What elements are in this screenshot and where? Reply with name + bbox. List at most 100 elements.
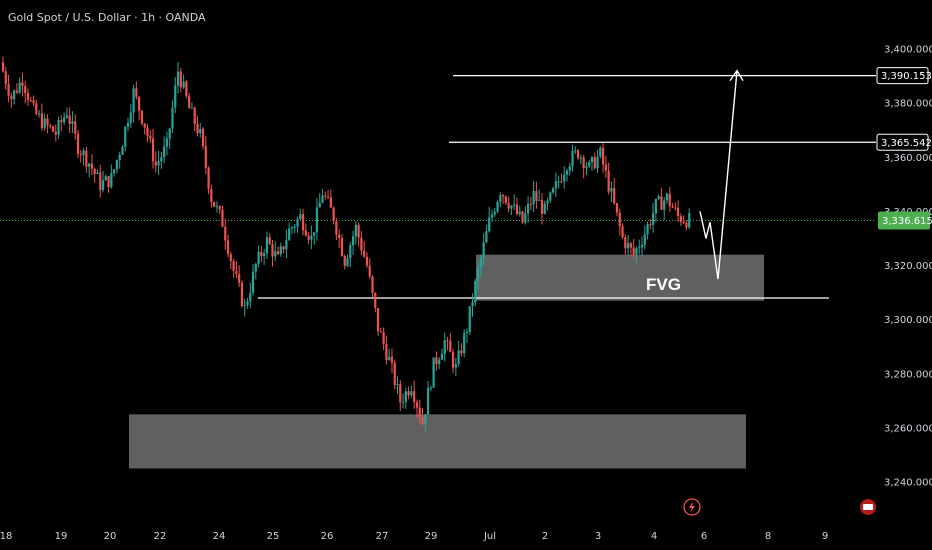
candle-body bbox=[582, 157, 585, 169]
candle-body bbox=[338, 234, 341, 238]
candle-body bbox=[296, 219, 299, 227]
y-axis-tick-label: 3,360.000 bbox=[884, 153, 932, 164]
candle-body bbox=[538, 199, 541, 201]
candle-body bbox=[51, 126, 55, 132]
candle-body bbox=[446, 340, 449, 342]
candle-body bbox=[576, 150, 580, 158]
candle-body bbox=[535, 191, 538, 201]
candle-body bbox=[540, 199, 544, 214]
candle-body bbox=[107, 176, 110, 188]
candle-body bbox=[426, 388, 430, 415]
candle-body bbox=[104, 176, 107, 181]
candle-body bbox=[224, 226, 227, 241]
candle-body bbox=[415, 402, 419, 408]
candle-body bbox=[482, 242, 485, 258]
candle-body bbox=[157, 161, 160, 166]
candle-body bbox=[579, 157, 582, 159]
candle-body bbox=[532, 191, 535, 205]
candle-body bbox=[546, 200, 549, 204]
x-axis-tick-label: 26 bbox=[321, 531, 334, 542]
candle-body bbox=[146, 127, 149, 136]
candle-body bbox=[499, 195, 502, 203]
candle-body bbox=[568, 166, 571, 171]
candle-body bbox=[585, 166, 588, 169]
candle-body bbox=[563, 174, 566, 182]
candle-body bbox=[257, 251, 260, 265]
candle-body bbox=[149, 135, 152, 139]
candle-body bbox=[54, 131, 57, 135]
candle-body bbox=[215, 206, 219, 208]
x-axis-tick-label: 20 bbox=[104, 531, 117, 542]
candle-body bbox=[115, 160, 119, 170]
level-price-badge bbox=[876, 67, 929, 85]
candle-body bbox=[279, 246, 282, 255]
candle-body bbox=[432, 357, 435, 388]
fvg-zone[interactable] bbox=[476, 254, 764, 301]
projection-path[interactable] bbox=[699, 70, 738, 280]
level-price-text: 3,390.153 bbox=[881, 71, 932, 82]
x-axis-tick-label: 27 bbox=[376, 531, 389, 542]
candle-body bbox=[260, 251, 263, 256]
candle-body bbox=[501, 195, 505, 197]
candle-body bbox=[124, 126, 127, 147]
candle-body bbox=[554, 181, 557, 189]
candle-body bbox=[590, 157, 594, 163]
lightning-icon[interactable] bbox=[683, 498, 701, 516]
candle-body bbox=[46, 118, 49, 126]
candle-body bbox=[560, 181, 563, 183]
candle-body bbox=[601, 147, 605, 165]
candle-body bbox=[635, 248, 638, 255]
candle-body bbox=[440, 353, 444, 360]
x-axis-tick-label: 9 bbox=[822, 531, 828, 542]
candle-body bbox=[396, 384, 399, 386]
candle-body bbox=[304, 230, 307, 236]
candle-body bbox=[593, 157, 596, 169]
candle-body bbox=[63, 117, 66, 123]
candle-body bbox=[354, 224, 357, 237]
candle-body bbox=[443, 340, 446, 354]
candle-body bbox=[474, 280, 477, 303]
y-axis-tick-label: 3,280.000 bbox=[884, 369, 932, 380]
current-price-text: 3,336.615 bbox=[882, 216, 932, 227]
candle-body bbox=[688, 213, 691, 228]
candle-body bbox=[249, 292, 252, 302]
candle-body bbox=[126, 123, 130, 127]
candle-body bbox=[263, 253, 266, 256]
candle-body bbox=[677, 207, 680, 217]
candle-body bbox=[627, 243, 630, 249]
demand-zone[interactable] bbox=[129, 414, 746, 469]
candle-body bbox=[551, 188, 555, 193]
candle-body bbox=[40, 113, 43, 129]
candle-body bbox=[201, 128, 205, 146]
candle-body bbox=[121, 146, 124, 155]
candle-body bbox=[451, 352, 455, 368]
candle-body bbox=[460, 350, 463, 354]
candle-body bbox=[401, 402, 405, 404]
candle-body bbox=[299, 214, 302, 220]
x-axis-tick-label: 25 bbox=[267, 531, 280, 542]
candle-body bbox=[160, 157, 163, 162]
x-axis-tick-label: 29 bbox=[425, 531, 438, 542]
candle-body bbox=[99, 172, 102, 190]
candle-body bbox=[652, 213, 655, 225]
candle-body bbox=[96, 172, 99, 174]
x-axis-tick-label: 8 bbox=[765, 531, 771, 542]
candle-body bbox=[365, 256, 369, 266]
candle-body bbox=[457, 350, 460, 365]
candle-body bbox=[179, 71, 182, 88]
candle-body bbox=[113, 169, 116, 174]
candle-body bbox=[363, 250, 366, 257]
candle-body bbox=[307, 235, 310, 240]
candle-body bbox=[515, 204, 519, 215]
candle-body bbox=[282, 246, 285, 250]
candle-body bbox=[85, 150, 88, 167]
candle-body bbox=[543, 203, 546, 214]
candle-body bbox=[599, 147, 602, 157]
candle-body bbox=[110, 173, 113, 188]
candle-body bbox=[646, 224, 649, 235]
candle-body bbox=[357, 224, 360, 238]
candle-body bbox=[71, 121, 74, 124]
candle-body bbox=[504, 196, 507, 204]
candle-body bbox=[557, 181, 560, 183]
